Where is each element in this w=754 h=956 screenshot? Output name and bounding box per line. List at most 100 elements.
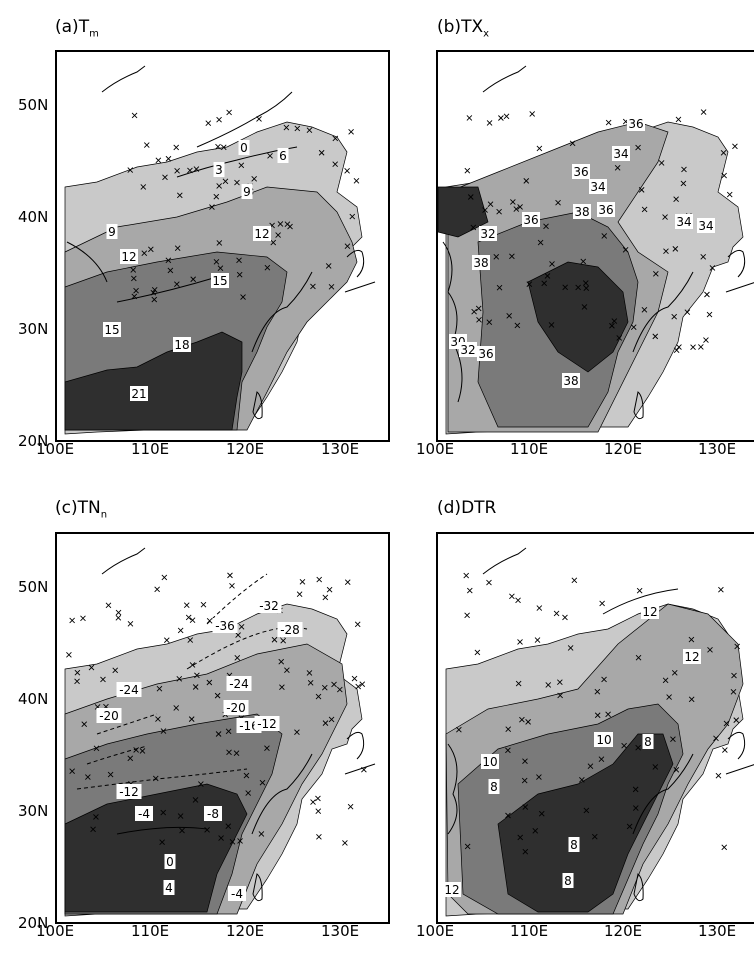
contour-label-b-10: 38 (472, 255, 490, 270)
svg-text:-12: -12 (257, 717, 277, 731)
svg-text:12: 12 (684, 650, 699, 664)
svg-text:3: 3 (215, 163, 223, 177)
coastline-china (632, 753, 694, 835)
coastline-china (251, 271, 313, 353)
svg-text:-4: -4 (138, 807, 150, 821)
contour-label-d-5: 10 (481, 754, 499, 769)
contour-label-c-13: 0 (164, 854, 176, 869)
lon-label-110e-c: 110E (131, 922, 170, 940)
panel-a-sub: m (89, 28, 99, 40)
contour-label-c-8: -12 (254, 716, 280, 731)
svg-text:-20: -20 (226, 701, 246, 715)
svg-text:12: 12 (254, 227, 269, 241)
lat-label-30n-top: 30N (18, 320, 49, 338)
contour-label-d-0: 12 (641, 604, 659, 619)
contour-label-b-14: 38 (562, 373, 580, 388)
panel-d-var: DTR (461, 498, 497, 518)
contour-label-d-1: 12 (683, 649, 701, 664)
contour-label-c-14: 4 (163, 880, 175, 895)
svg-text:15: 15 (212, 274, 227, 288)
lat-label-50n-top: 50N (18, 96, 49, 114)
coastline-japan (725, 764, 754, 775)
lon-label-130e-c: 130E (321, 922, 360, 940)
panel-a-prefix: (a) (55, 17, 79, 37)
contour-12 (86, 745, 148, 765)
coastline-korea (727, 731, 746, 760)
contour-label-b-4: 36 (597, 202, 615, 217)
lon-label-100e-d: 100E (416, 922, 455, 940)
coastline-north (101, 65, 146, 93)
svg-text:9: 9 (108, 225, 116, 239)
svg-text:9: 9 (243, 185, 251, 199)
contour-label-a-8: 15 (103, 322, 121, 337)
svg-text:4: 4 (165, 881, 173, 895)
contour-label-a-5: 12 (253, 226, 271, 241)
svg-text:8: 8 (644, 735, 652, 749)
coastline-north (482, 547, 527, 575)
map-panel-c: -32 -28 -36 -24 -24 -20 -20 -16 -12 -12 -4 -8 -4 0 4 (55, 532, 390, 924)
contour-label-c-11: -8 (204, 806, 222, 821)
lat-label-50n-bottom: 50N (18, 578, 49, 596)
contour-label-b-3: 34 (589, 179, 607, 194)
svg-text:38: 38 (574, 205, 589, 219)
coastline-korea (346, 249, 365, 278)
svg-text:-8: -8 (207, 807, 219, 821)
station-markers-a (127, 109, 360, 303)
lat-label-40n-bottom: 40N (18, 690, 49, 708)
contour-west (447, 743, 458, 835)
svg-text:10: 10 (596, 733, 611, 747)
lon-label-100e-a: 100E (36, 440, 75, 458)
svg-text:-4: -4 (231, 887, 243, 901)
svg-text:-12: -12 (119, 785, 139, 799)
svg-text:15: 15 (104, 323, 119, 337)
contour-label-d-3: 10 (595, 732, 613, 747)
contour-label-b-9: 32 (479, 226, 497, 241)
map-panel-d: 1212121081088812 (436, 532, 754, 924)
contour-label-a-3: 9 (241, 184, 253, 199)
svg-text:36: 36 (478, 347, 493, 361)
svg-text:34: 34 (590, 180, 605, 194)
coastline-taiwan (252, 391, 263, 420)
svg-text:36: 36 (573, 165, 588, 179)
svg-text:38: 38 (563, 374, 578, 388)
contour-label-b-1: 34 (612, 146, 630, 161)
region-dark-west (438, 186, 489, 238)
lon-label-120e-d: 120E (604, 922, 643, 940)
lat-label-20n-top: 20N (18, 432, 49, 450)
region-dark (64, 331, 243, 431)
lon-label-110e-d: 110E (510, 922, 549, 940)
svg-text:8: 8 (570, 838, 578, 852)
contour-label-a-2: 6 (277, 148, 289, 163)
svg-text:-36: -36 (215, 619, 235, 633)
contour-west (442, 241, 463, 403)
contour-label-c-1: -28 (277, 622, 303, 637)
contour-label-c-5: -20 (96, 708, 122, 723)
coastline-north (101, 547, 146, 575)
contour-label-a-0: 0 (238, 140, 250, 155)
svg-text:36: 36 (628, 117, 643, 131)
svg-text:21: 21 (131, 387, 146, 401)
lat-label-30n-bottom: 30N (18, 802, 49, 820)
map-a-canvas: 0 3 6 9 9 12 12 15 15 18 21 (64, 65, 376, 435)
coastline-korea (346, 731, 365, 760)
coastline-china (632, 271, 694, 353)
coastline-taiwan (633, 873, 644, 902)
lat-label-40n-top: 40N (18, 208, 49, 226)
panel-c-var: TN (77, 498, 101, 518)
lon-label-100e-b: 100E (416, 440, 455, 458)
contour-label-d-7: 8 (568, 837, 580, 852)
svg-text:12: 12 (444, 883, 459, 897)
coastline-taiwan (252, 873, 263, 902)
svg-text:-20: -20 (99, 709, 119, 723)
coastline-north (482, 65, 527, 93)
contour-4-dashed (76, 768, 248, 790)
contour-label-b-13: 36 (477, 346, 495, 361)
contour-label-b-8: 36 (522, 212, 540, 227)
lon-label-130e-a: 130E (321, 440, 360, 458)
lon-label-120e-a: 120E (226, 440, 265, 458)
map-c-canvas: -32-28-36-24-24-20-20-16-12-12-4 -8-404 (64, 547, 376, 917)
panel-b-title: (b)TXx (437, 17, 489, 39)
panel-a-var: T (78, 17, 90, 37)
lon-label-100e-c: 100E (36, 922, 75, 940)
